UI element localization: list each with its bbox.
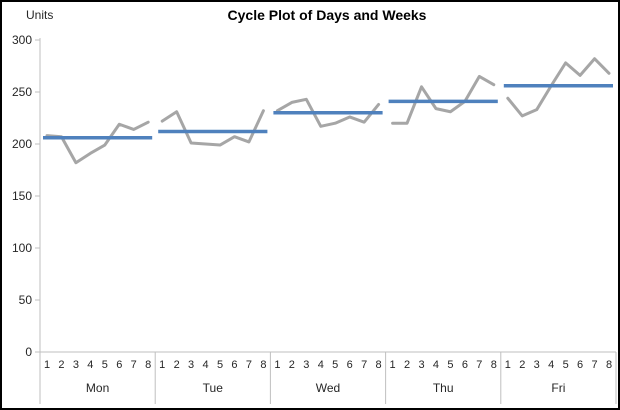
week-tick-label: 8 — [491, 359, 497, 371]
week-tick-label: 5 — [217, 359, 223, 371]
y-tick-label: 300 — [12, 33, 32, 47]
week-tick-label: 1 — [390, 359, 396, 371]
y-tick-label: 0 — [25, 345, 32, 359]
day-label-tue: Tue — [203, 381, 224, 395]
week-tick-label: 6 — [116, 359, 122, 371]
week-tick-label: 7 — [476, 359, 482, 371]
day-label-thu: Thu — [433, 381, 454, 395]
week-tick-label: 4 — [203, 359, 209, 371]
weekly-line-mon — [45, 120, 150, 165]
week-tick-label: 5 — [332, 359, 338, 371]
week-tick-label: 4 — [87, 359, 93, 371]
week-tick-label: 8 — [376, 359, 382, 371]
week-tick-label: 8 — [606, 359, 612, 371]
week-tick-label: 2 — [58, 359, 64, 371]
week-tick-label: 1 — [159, 359, 165, 371]
week-tick-label: 4 — [433, 359, 439, 371]
y-axis-unit-label: Units — [26, 8, 54, 22]
week-tick-label: 4 — [318, 359, 324, 371]
day-label-mon: Mon — [86, 381, 109, 395]
week-tick-label: 3 — [303, 359, 309, 371]
y-tick-label: 150 — [12, 189, 32, 203]
week-tick-label: 6 — [577, 359, 583, 371]
week-tick-label: 2 — [404, 359, 410, 371]
week-tick-label: 6 — [347, 359, 353, 371]
week-tick-label: 3 — [418, 359, 424, 371]
y-tick-label: 200 — [12, 137, 32, 151]
week-tick-label: 4 — [548, 359, 554, 371]
week-tick-label: 2 — [174, 359, 180, 371]
week-tick-label: 2 — [519, 359, 525, 371]
weekly-line-thu — [391, 74, 496, 125]
week-tick-label: 5 — [102, 359, 108, 371]
week-tick-label: 7 — [246, 359, 252, 371]
weekly-line-fri — [506, 57, 611, 118]
y-tick-label: 50 — [19, 293, 33, 307]
week-tick-label: 7 — [361, 359, 367, 371]
week-tick-label: 3 — [188, 359, 194, 371]
week-tick-label: 3 — [534, 359, 540, 371]
day-label-wed: Wed — [316, 381, 340, 395]
week-tick-label: 1 — [274, 359, 280, 371]
day-label-fri: Fri — [551, 381, 565, 395]
week-tick-label: 5 — [563, 359, 569, 371]
week-tick-label: 8 — [260, 359, 266, 371]
week-tick-label: 6 — [231, 359, 237, 371]
week-tick-label: 6 — [462, 359, 468, 371]
y-tick-label: 250 — [12, 85, 32, 99]
week-tick-label: 7 — [131, 359, 137, 371]
week-tick-label: 1 — [44, 359, 50, 371]
week-tick-label: 1 — [505, 359, 511, 371]
y-tick-label: 100 — [12, 241, 32, 255]
week-tick-label: 3 — [73, 359, 79, 371]
week-tick-label: 2 — [289, 359, 295, 371]
weekly-line-wed — [275, 97, 381, 128]
weekly-line-tue — [160, 109, 265, 147]
week-tick-label: 7 — [591, 359, 597, 371]
week-tick-label: 5 — [447, 359, 453, 371]
chart-title: Cycle Plot of Days and Weeks — [227, 7, 427, 23]
week-tick-label: 8 — [145, 359, 151, 371]
